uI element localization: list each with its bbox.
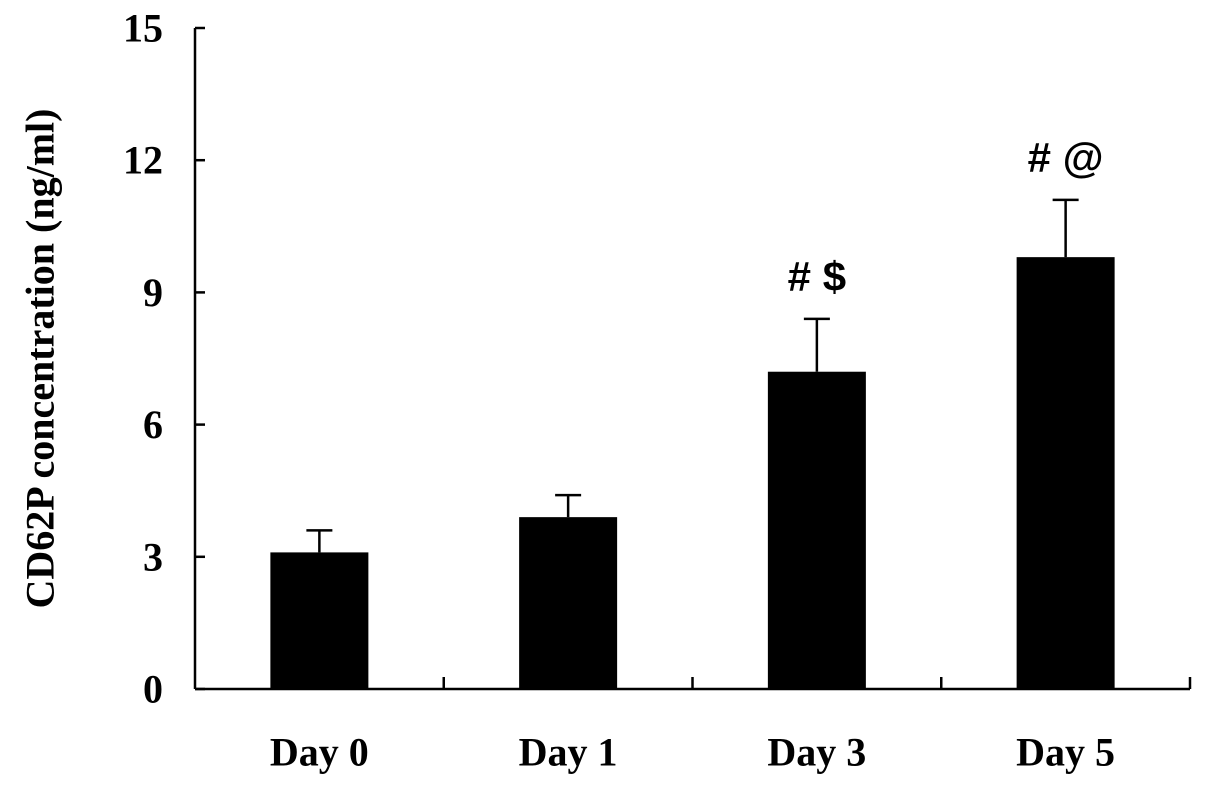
- axes: [193, 28, 1190, 691]
- x-tick-label: Day 3: [767, 730, 866, 775]
- y-tick-label: 6: [143, 402, 163, 447]
- bar: [270, 552, 369, 689]
- x-tick-label: Day 0: [270, 730, 369, 775]
- error-bars: [306, 198, 1079, 553]
- significance-label: # $: [788, 253, 846, 300]
- x-tick-label: Day 1: [519, 730, 618, 775]
- y-tick-label: 9: [143, 270, 163, 315]
- y-axis-title: CD62P concentration (ng/ml): [18, 109, 63, 609]
- bar: [1016, 257, 1115, 689]
- y-tick-label: 0: [143, 667, 163, 712]
- y-tick-label: 12: [123, 138, 163, 183]
- x-axis-ticks: Day 0 Day 1 Day 3 Day 5: [270, 677, 1192, 775]
- significance-annotations: # $ # @: [788, 134, 1104, 300]
- x-tick-label: Day 5: [1016, 730, 1115, 775]
- significance-label: # @: [1028, 134, 1104, 181]
- bars: [270, 257, 1115, 689]
- y-tick-label: 15: [123, 6, 163, 51]
- y-tick-label: 3: [143, 534, 163, 579]
- bar: [767, 371, 866, 689]
- bar: [519, 517, 618, 689]
- y-axis-ticks: 0 3 6 9 12 15: [123, 6, 205, 712]
